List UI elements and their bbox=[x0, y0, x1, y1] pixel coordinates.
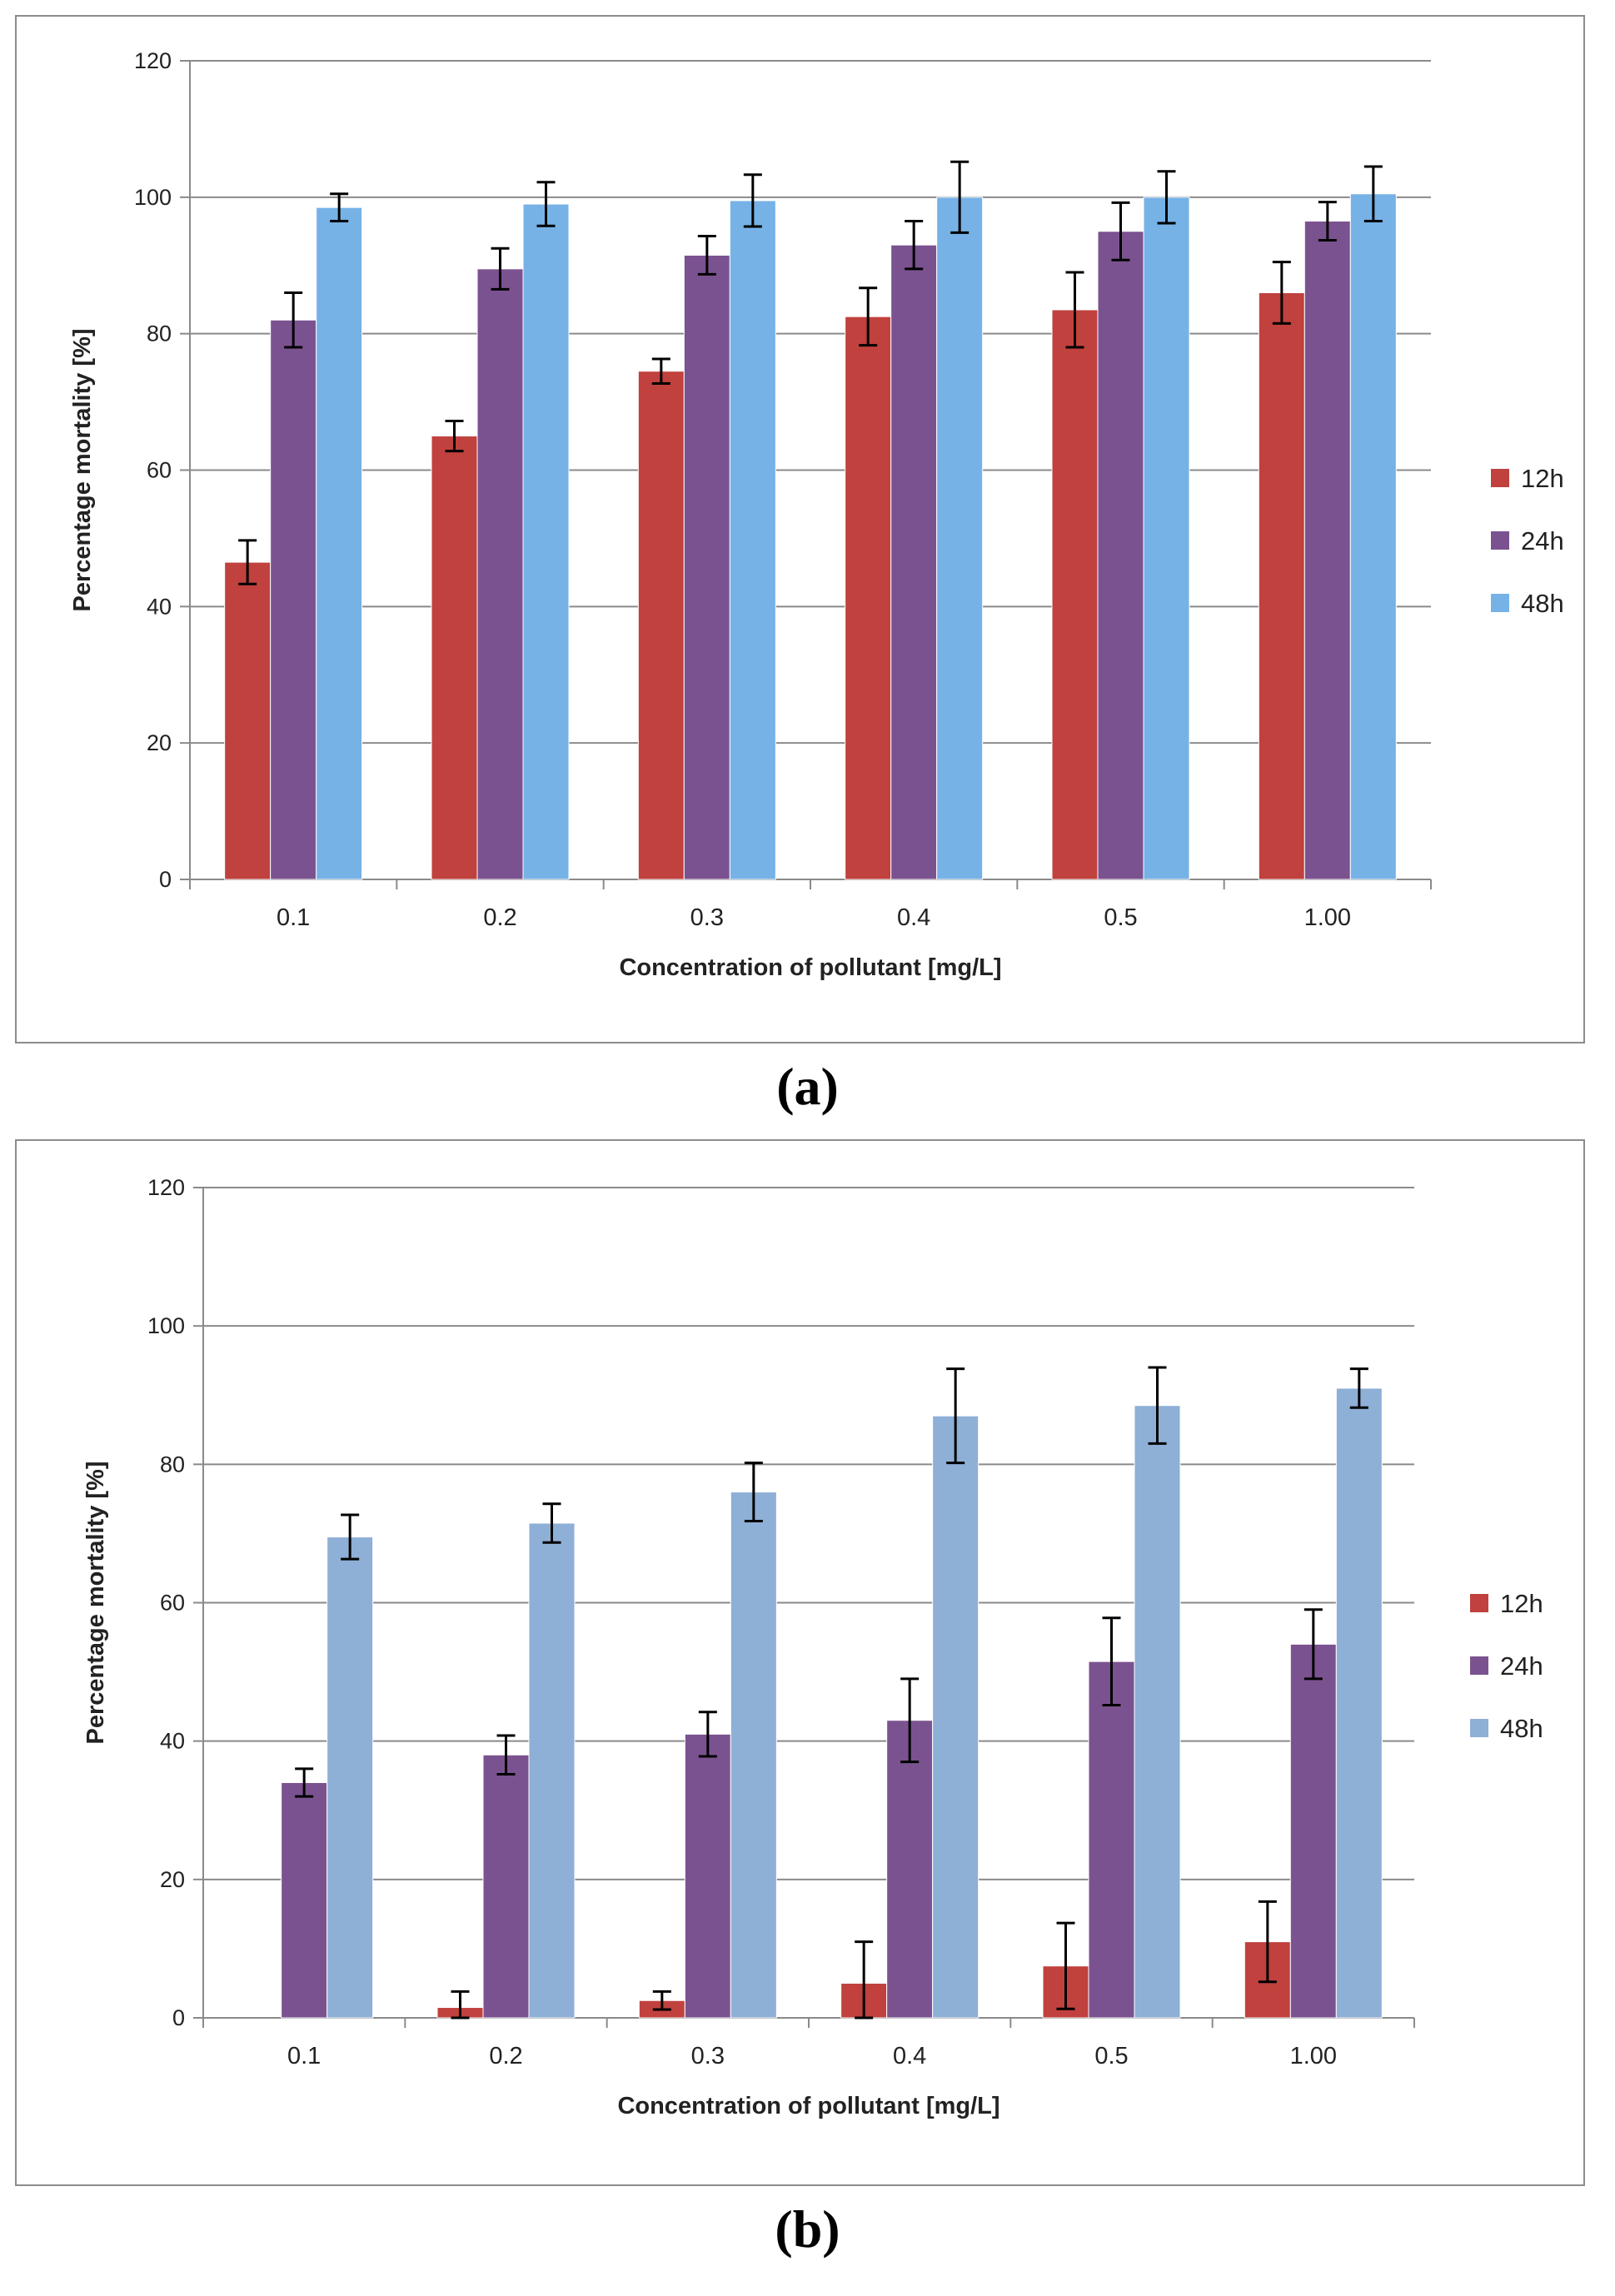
legend-swatch-24h bbox=[1470, 1656, 1488, 1675]
legend-swatch-24h bbox=[1491, 531, 1509, 550]
bar-48h bbox=[1335, 1387, 1383, 2019]
bar-12h bbox=[224, 561, 272, 880]
bar-24h bbox=[1303, 221, 1351, 880]
x-tick-label: 0.3 bbox=[690, 904, 724, 931]
plot-area: 0 20 40 60 80 100 120 0.1 0.2 0.3 0.4 0.5 1.00 Concen… bbox=[69, 48, 1432, 981]
bar-48h bbox=[1134, 1405, 1181, 2019]
y-tick-label: 80 bbox=[160, 1452, 185, 1477]
x-tick-label: 0.4 bbox=[893, 2043, 926, 2069]
bar-48h bbox=[730, 1492, 777, 2019]
bar-48h bbox=[1143, 197, 1190, 880]
x-tick-label: 0.5 bbox=[1094, 2043, 1128, 2069]
bar-48h bbox=[316, 207, 363, 880]
bar-48h bbox=[528, 1522, 576, 2019]
bar-48h bbox=[932, 1415, 979, 2019]
legend: 12h 24h 48h bbox=[1491, 464, 1564, 618]
x-tick-label: 0.5 bbox=[1104, 904, 1137, 931]
y-axis-title: Percentage mortality [%] bbox=[82, 1461, 109, 1744]
bar-12h bbox=[637, 371, 685, 880]
y-tick-label: 40 bbox=[147, 594, 172, 619]
bar-12h bbox=[845, 316, 892, 880]
bar-24h bbox=[476, 268, 524, 880]
x-tick-label: 0.2 bbox=[489, 2043, 522, 2069]
y-tick-label: 60 bbox=[160, 1591, 185, 1616]
y-tick-label: 20 bbox=[160, 1867, 185, 1892]
bar-48h bbox=[326, 1536, 374, 2019]
panel-label-b: (b) bbox=[775, 2199, 840, 2259]
legend-swatch-12h bbox=[1470, 1594, 1488, 1612]
legend-swatch-12h bbox=[1491, 469, 1509, 487]
bar-24h bbox=[683, 254, 730, 880]
y-tick-label: 100 bbox=[134, 185, 172, 210]
y-axis-title: Percentage mortality [%] bbox=[69, 328, 96, 611]
x-tick-label: 0.3 bbox=[691, 2043, 725, 2069]
x-tick-label: 0.4 bbox=[897, 904, 930, 931]
legend-label: 48h bbox=[1521, 589, 1564, 618]
plot-area: 0 20 40 60 80 100 120 0.1 0.2 0.3 0.4 0.5 1.00 Concen… bbox=[82, 1175, 1415, 2119]
bar-24h bbox=[1097, 231, 1144, 880]
bar-24h bbox=[1289, 1643, 1337, 2019]
x-tick-label: 0.1 bbox=[277, 904, 310, 931]
bar-24h bbox=[890, 244, 938, 880]
y-tick-label: 40 bbox=[160, 1729, 185, 1754]
chart-panel-b: 0 20 40 60 80 100 120 0.1 0.2 0.3 0.4 0.5 1.00 Concen… bbox=[15, 1139, 1585, 2186]
bar-24h bbox=[1088, 1661, 1135, 2019]
y-tick-label: 120 bbox=[134, 48, 172, 73]
y-tick-label: 100 bbox=[147, 1313, 185, 1338]
y-tick-label: 20 bbox=[147, 730, 172, 755]
x-tick-label: 0.2 bbox=[483, 904, 516, 931]
x-tick-label: 1.00 bbox=[1290, 2043, 1337, 2069]
legend-swatch-48h bbox=[1491, 594, 1509, 612]
bar-24h bbox=[684, 1733, 731, 2019]
bar-48h bbox=[729, 200, 776, 880]
y-tick-label: 0 bbox=[159, 867, 172, 892]
chart-a-svg: 0 20 40 60 80 100 120 0.1 0.2 0.3 0.4 0.5 1.00 Concen… bbox=[69, 48, 1564, 981]
y-tick-label: 120 bbox=[147, 1175, 185, 1200]
x-tick-label: 1.00 bbox=[1304, 904, 1351, 931]
bar-24h bbox=[281, 1782, 328, 2019]
panel-label-a: (a) bbox=[776, 1057, 839, 1116]
bar-24h bbox=[886, 1720, 934, 2019]
chart-panel-a: 0 20 40 60 80 100 120 0.1 0.2 0.3 0.4 0.5 1.00 Concen… bbox=[15, 15, 1585, 1043]
y-tick-label: 80 bbox=[147, 321, 172, 346]
bar-12h bbox=[1051, 309, 1099, 880]
x-tick-label: 0.1 bbox=[287, 2043, 321, 2069]
legend-label: 12h bbox=[1521, 464, 1564, 493]
legend-swatch-48h bbox=[1470, 1719, 1488, 1737]
bar-24h bbox=[270, 319, 317, 880]
x-axis-title: Concentration of pollutant [mg/L] bbox=[619, 954, 1001, 981]
x-axis-title: Concentration of pollutant [mg/L] bbox=[617, 2093, 999, 2119]
legend-label: 12h bbox=[1500, 1589, 1543, 1618]
y-tick-label: 60 bbox=[147, 458, 172, 483]
bar-12h bbox=[1258, 292, 1305, 880]
legend-label: 48h bbox=[1500, 1714, 1543, 1743]
chart-b-svg: 0 20 40 60 80 100 120 0.1 0.2 0.3 0.4 0.5 1.00 Concen… bbox=[82, 1175, 1543, 2119]
bar-24h bbox=[482, 1754, 530, 2019]
bar-12h bbox=[431, 436, 478, 880]
legend-label: 24h bbox=[1500, 1651, 1543, 1681]
bar-48h bbox=[936, 197, 984, 880]
bar-48h bbox=[522, 203, 570, 880]
bar-48h bbox=[1349, 193, 1397, 880]
y-tick-label: 0 bbox=[172, 2005, 185, 2030]
legend: 12h 24h 48h bbox=[1470, 1589, 1543, 1743]
legend-label: 24h bbox=[1521, 526, 1564, 555]
